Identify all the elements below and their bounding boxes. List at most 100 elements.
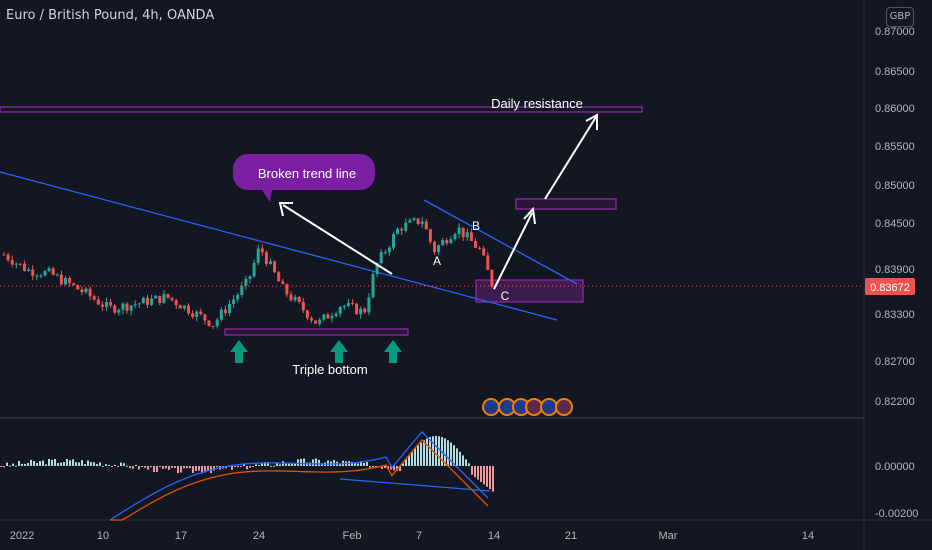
candle-body <box>59 274 63 285</box>
candle-body <box>232 299 236 305</box>
macd-histogram-bar <box>381 466 383 470</box>
macd-histogram-bar <box>258 465 260 467</box>
candle-body <box>412 218 416 221</box>
macd-histogram-bar <box>45 464 47 466</box>
broken-trend-line-callout[interactable] <box>233 154 375 202</box>
candle-body <box>453 234 457 240</box>
candle-body <box>490 269 494 287</box>
macd-histogram-bar <box>24 463 26 466</box>
candle-body <box>310 318 313 321</box>
price-axis[interactable]: 0.87000 0.86500 0.86000 0.85500 0.85000 0.845… <box>875 26 915 408</box>
macd-histogram-bar <box>111 466 113 468</box>
macd-histogram-bar <box>60 462 62 466</box>
broken-trend-line[interactable] <box>0 171 558 321</box>
macd-histogram-bar <box>93 462 95 466</box>
candle-body <box>228 304 231 314</box>
macd-histogram-bar <box>339 463 341 466</box>
macd-histogram-bar <box>444 438 446 466</box>
price-tick-label: 0.82700 <box>875 356 915 368</box>
candle-body <box>297 297 301 302</box>
candle-body <box>334 313 338 317</box>
candle-body <box>260 248 264 253</box>
macd-histogram-bar <box>192 466 194 474</box>
candle-body <box>80 289 84 293</box>
daily-resistance-zone[interactable] <box>0 106 643 113</box>
economic-events[interactable] <box>482 398 573 416</box>
price-tick-label: 0.83900 <box>875 264 915 276</box>
candle-body <box>273 261 277 273</box>
candle-body <box>379 252 383 264</box>
currency-selector[interactable]: GBP <box>886 7 914 27</box>
time-tick-label: 14 <box>488 530 500 542</box>
macd-histogram-bar <box>42 460 44 466</box>
macd-histogram-bar <box>312 459 314 466</box>
candle-body <box>400 228 404 231</box>
candles <box>2 216 494 329</box>
up-arrow-icon <box>384 340 402 363</box>
price-tick-label: 0.85000 <box>875 180 915 192</box>
candle-body <box>170 297 174 301</box>
macd-line <box>109 431 489 521</box>
macd-histogram-bar <box>132 466 134 469</box>
macd-histogram-bar <box>105 464 107 466</box>
event-icon[interactable] <box>525 398 543 416</box>
candle-body <box>482 248 486 256</box>
candle-body <box>39 275 43 277</box>
candle-body <box>207 320 211 326</box>
event-icon[interactable] <box>540 398 558 416</box>
triple-bottom-label: Triple bottom <box>292 362 367 377</box>
candle-body <box>322 314 326 320</box>
macd-histogram-bar <box>264 462 266 466</box>
event-icon[interactable] <box>482 398 500 416</box>
macd-histogram-bar <box>183 466 185 469</box>
macd-histogram-bar <box>384 466 386 469</box>
macd-histogram-bar <box>156 466 158 473</box>
indicator-axis[interactable]: 0.00000 -0.00200 <box>875 461 918 520</box>
macd-histogram-bar <box>126 465 128 467</box>
candle-body <box>215 319 219 327</box>
macd-histogram-bar <box>6 462 8 466</box>
candle-body <box>363 308 367 313</box>
macd-histogram-bar <box>102 466 104 467</box>
channel-top-line[interactable] <box>423 199 578 285</box>
candle-body <box>2 254 6 256</box>
candle-body <box>264 252 268 265</box>
macd-histogram-bar <box>288 463 290 466</box>
macd-histogram-bar <box>231 466 233 471</box>
macd-histogram-bar <box>123 463 125 466</box>
macd-histogram-bar <box>273 465 275 467</box>
candle-body <box>420 221 424 225</box>
candle-body <box>141 297 145 304</box>
macd-histogram-bar <box>87 460 89 466</box>
candle-body <box>469 232 473 241</box>
macd-histogram-bar <box>426 438 428 466</box>
macd-histogram-bar <box>462 455 464 466</box>
macd-histogram-bar <box>375 466 377 467</box>
candle-body <box>285 284 289 295</box>
triple-bottom-zone[interactable] <box>224 328 409 336</box>
time-tick-label: 17 <box>175 530 187 542</box>
candle-body <box>14 263 18 265</box>
macd-histogram-bar <box>150 466 152 468</box>
candle-body <box>387 247 391 253</box>
macd-histogram-bar <box>423 440 425 466</box>
candle-body <box>146 297 149 305</box>
macd-histogram-bar <box>303 458 305 466</box>
event-icon[interactable] <box>555 398 573 416</box>
candle-body <box>72 283 76 286</box>
candle-body <box>182 305 186 309</box>
last-price-badge <box>865 278 915 295</box>
macd-histogram-bar <box>180 466 182 473</box>
macd-histogram-bar <box>255 464 257 466</box>
indicator-tick-label: 0.00000 <box>875 461 915 473</box>
macd-histogram-bar <box>408 455 410 466</box>
time-axis[interactable]: 2022 10 17 24 Feb 7 14 21 Mar 14 <box>10 530 814 542</box>
candle-body <box>338 306 342 314</box>
candle-body <box>100 304 104 307</box>
target-zone[interactable] <box>515 198 617 210</box>
candle-body <box>88 288 92 297</box>
macd-histogram-bar <box>144 466 146 468</box>
candle-body <box>158 295 162 303</box>
candle-body <box>166 293 170 298</box>
